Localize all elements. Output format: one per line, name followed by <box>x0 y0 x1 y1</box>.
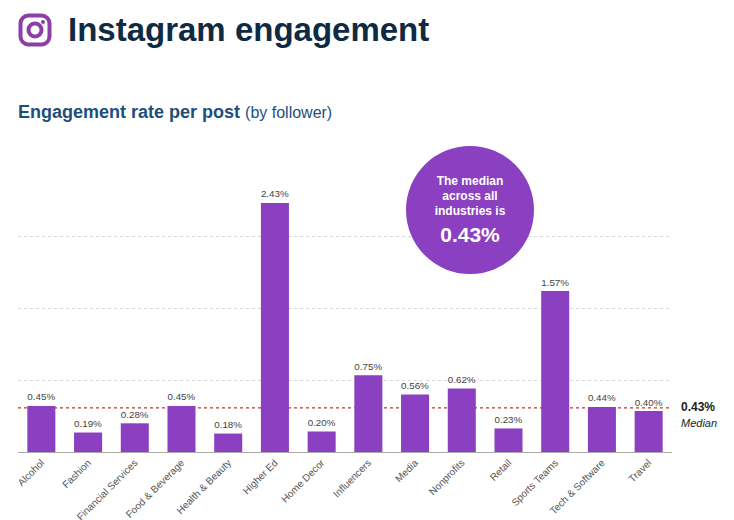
svg-text:Travel: Travel <box>626 457 653 484</box>
svg-text:0.75%: 0.75% <box>354 361 382 372</box>
svg-text:0.62%: 0.62% <box>448 374 476 385</box>
svg-text:0.23%: 0.23% <box>495 414 523 425</box>
svg-text:Higher Ed: Higher Ed <box>241 457 280 496</box>
svg-text:0.20%: 0.20% <box>308 417 336 428</box>
svg-text:0.19%: 0.19% <box>74 418 102 429</box>
svg-text:Financial Services: Financial Services <box>75 457 140 520</box>
svg-text:Tech & Software: Tech & Software <box>548 457 608 517</box>
svg-text:Nonprofits: Nonprofits <box>427 457 467 497</box>
svg-text:0.43%: 0.43% <box>681 400 715 414</box>
html-text:Instagram engagement: Instagram engagement <box>68 11 430 48</box>
svg-text:Food & Beverage: Food & Beverage <box>124 457 187 520</box>
svg-text:0.56%: 0.56% <box>401 380 429 391</box>
svg-text:0.45%: 0.45% <box>168 391 196 402</box>
svg-text:2.43%: 2.43% <box>261 188 289 199</box>
svg-text:0.28%: 0.28% <box>121 409 149 420</box>
html-text:The median across all industri: The median across all industries is <box>434 173 506 218</box>
svg-text:0.18%: 0.18% <box>214 419 242 430</box>
svg-text:Media: Media <box>393 457 420 484</box>
svg-text:Median: Median <box>681 417 717 429</box>
svg-text:Health & Beauty: Health & Beauty <box>174 457 233 516</box>
svg-text:Home Decor: Home Decor <box>279 457 327 505</box>
svg-text:Sports Teams: Sports Teams <box>509 457 560 508</box>
html-text:0.43%: 0.43% <box>440 222 500 246</box>
svg-text:0.44%: 0.44% <box>588 392 616 403</box>
svg-text:Alcohol: Alcohol <box>15 457 46 488</box>
svg-text:Retail: Retail <box>488 457 514 483</box>
svg-text:Fashion: Fashion <box>60 457 93 490</box>
svg-text:Influencers: Influencers <box>331 457 373 499</box>
svg-text:0.45%: 0.45% <box>27 391 55 402</box>
html-text:Engagement rate per post (by f: Engagement rate per post (by follower) <box>18 102 333 122</box>
svg-text:0.40%: 0.40% <box>635 397 663 408</box>
svg-text:1.57%: 1.57% <box>541 277 569 288</box>
